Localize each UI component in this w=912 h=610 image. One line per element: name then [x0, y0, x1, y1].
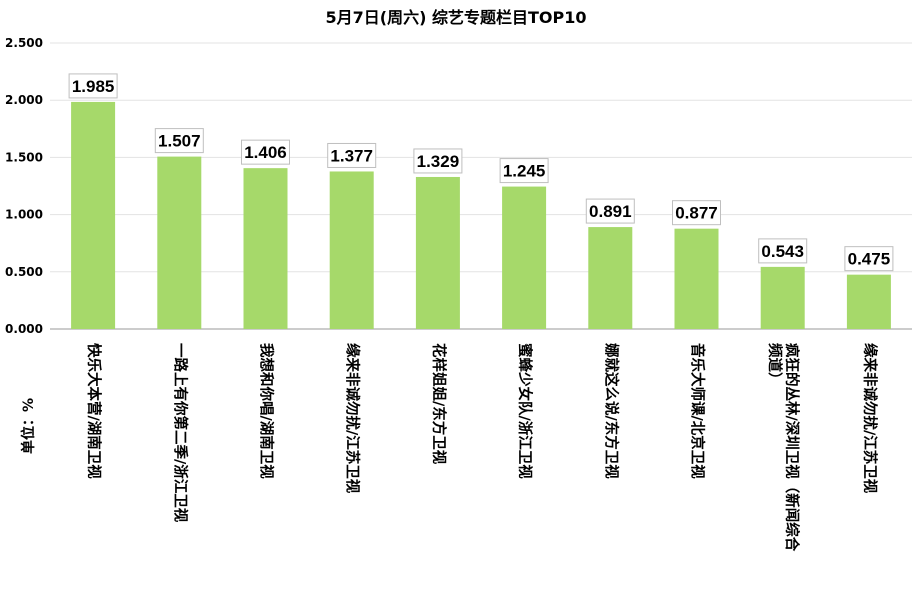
data-label-box — [327, 142, 377, 168]
data-label: 0.543 — [758, 238, 808, 264]
bar — [588, 227, 633, 329]
bar — [71, 101, 116, 329]
bar — [329, 171, 374, 329]
data-label-box — [672, 200, 721, 226]
category-label: 音乐大师课/北京卫视 — [689, 343, 707, 479]
category-label: 娜就这么说/东方卫视 — [602, 343, 620, 479]
data-label: 1.985 — [68, 73, 118, 99]
data-label: 1.507 — [154, 128, 204, 154]
category-label-line: 娜就这么说/东方卫视 — [602, 343, 620, 479]
data-label-box — [68, 73, 118, 99]
category-label: 蜜蜂少女队/浙江卫视 — [516, 343, 534, 479]
data-label-box — [499, 158, 549, 184]
data-label-box — [844, 246, 894, 272]
data-label-text: 0.475 — [848, 250, 891, 269]
category-label-line: 音乐大师课/北京卫视 — [689, 343, 707, 479]
category-labels: 快乐大本营/湖南卫视 一路上有你第二季/浙江卫视 我想和你唱/湖南卫视 缘来非诚勿扰/… — [85, 343, 879, 552]
category-label-line: 花样姐姐/东方卫视 — [430, 343, 448, 465]
data-label-box — [241, 139, 290, 165]
category-label: 缘来非诚勿扰/江苏卫视 — [344, 343, 362, 494]
data-label-box — [413, 148, 463, 174]
data-label: 1.329 — [413, 148, 463, 174]
category-label-line: 快乐大本营/湖南卫视 — [85, 343, 103, 479]
data-label: 1.245 — [499, 158, 549, 184]
data-label: 1.377 — [327, 142, 377, 168]
data-label-text: 1.245 — [503, 162, 546, 181]
y-tick-label: 0.000 — [5, 322, 43, 336]
y-tick-label: 0.500 — [5, 265, 43, 279]
bar — [502, 186, 547, 329]
data-label: 1.406 — [241, 139, 290, 165]
category-label: 我想和你唱/湖南卫视 — [258, 343, 276, 479]
data-labels: 1.985 1.507 1.406 1.377 1.329 1.245 0.891 0.877… — [68, 73, 894, 272]
data-label-text: 0.877 — [675, 204, 718, 223]
data-label-text: 1.985 — [72, 77, 115, 96]
y-axis-label: 单位：% — [20, 398, 37, 454]
category-label: 缘来非诚勿扰/江苏卫视 — [861, 343, 879, 494]
data-label-text: 1.377 — [330, 146, 373, 165]
data-label-text: 1.329 — [417, 152, 460, 171]
category-label-line: 一路上有你第二季/浙江卫视 — [171, 343, 189, 523]
chart-title: 5月7日(周六) 综艺专题栏目TOP10 — [326, 8, 587, 27]
bars — [71, 101, 891, 329]
category-label-line: 疯狂的丛林/深圳卫视（新闻综合 — [783, 343, 801, 552]
data-label-text: 0.891 — [589, 202, 632, 221]
data-label: 0.877 — [672, 200, 721, 226]
data-label-box — [758, 238, 808, 264]
data-label-box — [154, 128, 204, 154]
category-label-line: 频道） — [766, 343, 784, 387]
category-label-line: 缘来非诚勿扰/江苏卫视 — [861, 343, 879, 494]
data-label-text: 1.406 — [244, 143, 287, 162]
data-label: 0.891 — [585, 198, 635, 224]
category-label: 快乐大本营/湖南卫视 — [85, 343, 103, 479]
category-label-line: 蜜蜂少女队/浙江卫视 — [516, 343, 534, 479]
category-label: 一路上有你第二季/浙江卫视 — [171, 343, 189, 523]
bar — [674, 228, 719, 329]
category-label-line: 我想和你唱/湖南卫视 — [258, 343, 276, 479]
bar — [243, 168, 288, 329]
y-axis-ticks: 0.000 0.500 1.000 1.500 2.000 2.500 — [5, 36, 43, 336]
data-label-text: 1.507 — [158, 132, 201, 151]
y-tick-label: 1.500 — [5, 150, 43, 164]
bar — [760, 266, 805, 329]
y-tick-label: 2.000 — [5, 93, 43, 107]
data-label-box — [585, 198, 635, 224]
bar — [846, 274, 891, 329]
bar — [157, 156, 202, 329]
category-label: 花样姐姐/东方卫视 — [430, 343, 448, 465]
y-tick-label: 2.500 — [5, 36, 43, 50]
data-label: 0.475 — [844, 246, 894, 272]
data-label-text: 0.543 — [761, 242, 804, 261]
bar — [415, 176, 460, 329]
y-tick-label: 1.000 — [5, 208, 43, 222]
category-label-line: 缘来非诚勿扰/江苏卫视 — [344, 343, 362, 494]
